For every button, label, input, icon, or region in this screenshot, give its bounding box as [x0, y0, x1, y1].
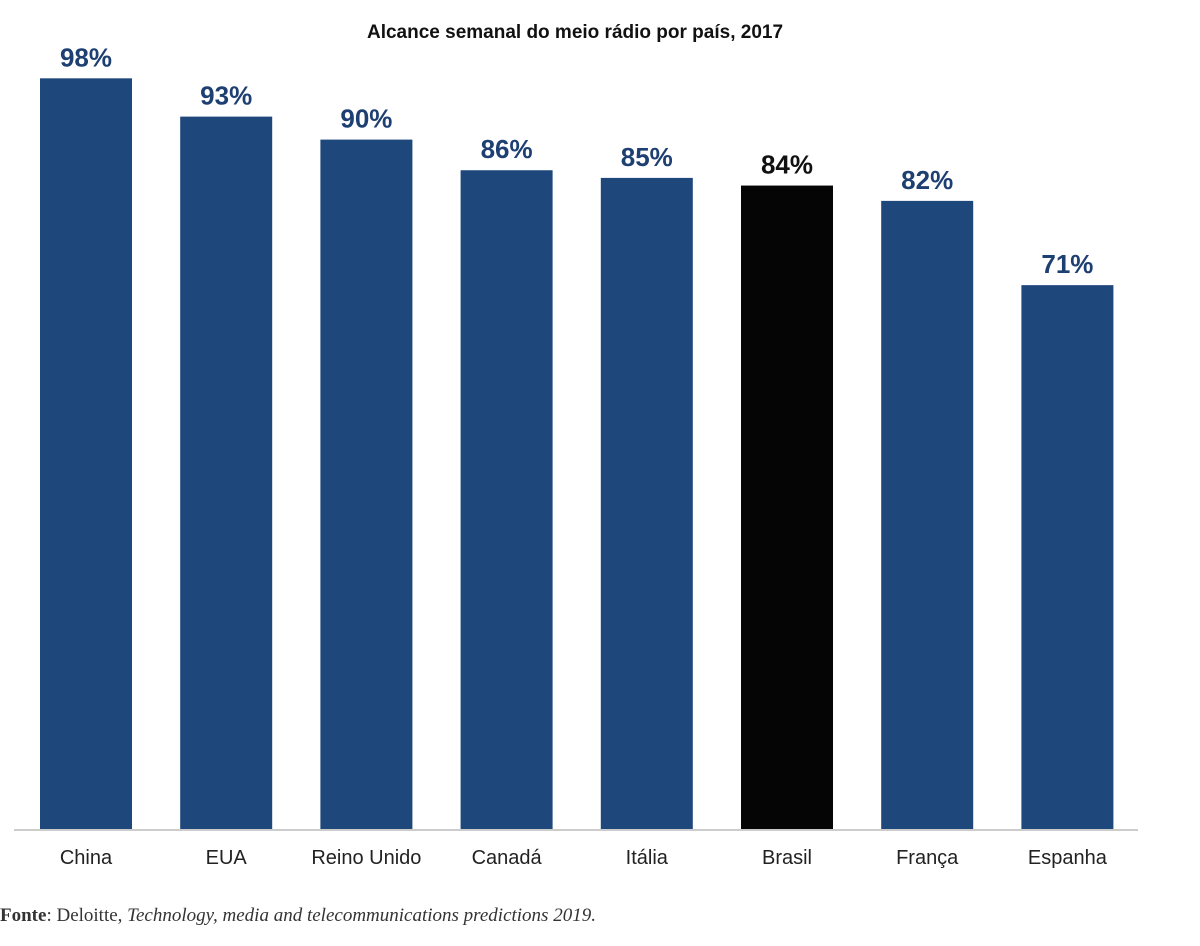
category-labels: China EUA Reino Unido Canadá Itália Brasil Fra… — [60, 847, 1108, 869]
source-separator: : — [46, 905, 57, 926]
value-label-china: 98% — [60, 42, 112, 72]
chart-title: Alcance semanal do meio rádio por país, … — [367, 22, 783, 43]
bar-italia — [600, 177, 693, 829]
category-label-espanha: Espanha — [1028, 847, 1108, 869]
source-title: Technology, media and telecommunications… — [127, 905, 596, 926]
value-label-espanha: 71% — [1041, 249, 1093, 279]
category-label-china: China — [60, 847, 113, 869]
bar-eua — [180, 116, 273, 830]
value-label-canada: 86% — [481, 134, 533, 164]
category-label-canada: Canadá — [472, 847, 543, 869]
category-label-brasil: Brasil — [762, 847, 812, 869]
category-label-reino-unido: Reino Unido — [311, 847, 421, 869]
value-label-brasil: 84% — [761, 150, 813, 180]
bar-reino-unido — [320, 139, 413, 830]
category-label-eua: EUA — [206, 847, 248, 869]
value-label-franca: 82% — [901, 165, 953, 195]
source-label: Fonte — [0, 905, 47, 926]
bar-franca — [881, 200, 974, 829]
value-label-eua: 93% — [200, 81, 252, 111]
value-label-italia: 85% — [621, 142, 673, 172]
value-label-reino-unido: 90% — [340, 104, 392, 134]
bar-espanha — [1021, 285, 1114, 829]
category-label-franca: França — [896, 847, 959, 869]
bar-china — [40, 78, 132, 829]
bar-chart: Alcance semanal do meio rádio por país, … — [14, 22, 1138, 869]
source-note: Fonte: Deloitte, Technology, media and t… — [0, 905, 596, 927]
source-author: Deloitte, — [56, 905, 128, 926]
category-label-italia: Itália — [626, 847, 669, 869]
bar-brasil — [741, 185, 833, 829]
bar-canada — [460, 170, 553, 830]
bars-group: 98% 93% 90% 86% 85% 84% 82% 71% — [40, 42, 1114, 830]
